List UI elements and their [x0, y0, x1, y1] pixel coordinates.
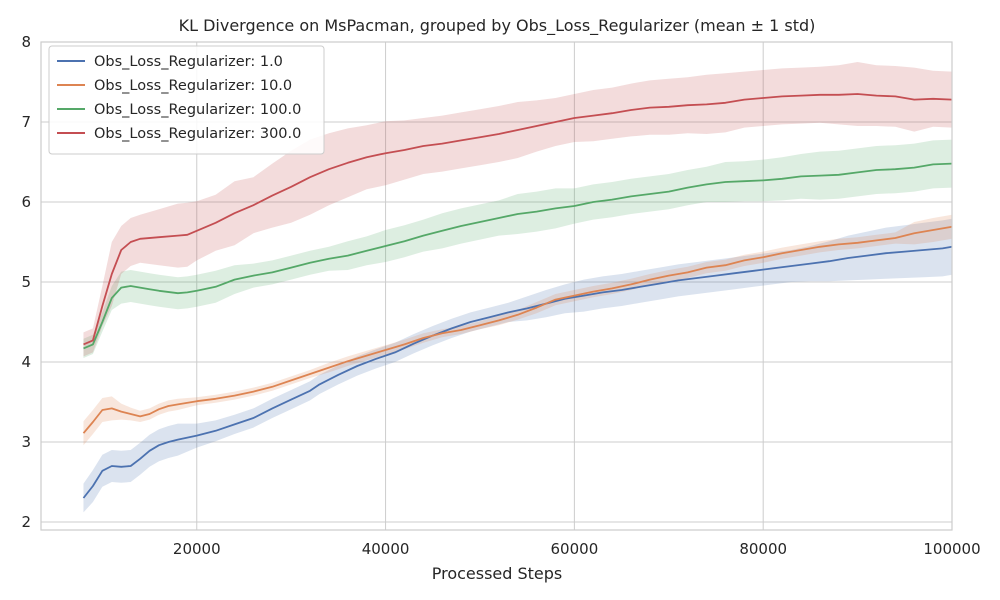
legend-entry-2: Obs_Loss_Regularizer: 100.0: [94, 102, 301, 118]
legend-entry-3: Obs_Loss_Regularizer: 300.0: [94, 126, 301, 142]
x-tick-label: 100000: [923, 540, 980, 558]
series-line-1: [82, 225, 953, 434]
std-band-2: [83, 139, 952, 358]
x-axis-label: Processed Steps: [432, 564, 563, 583]
legend-box: [48, 45, 325, 155]
x-tick-label: 80000: [739, 540, 787, 558]
x-tick-labels: 20000 40000 60000 80000 100000: [173, 540, 981, 558]
plot-frame: [40, 41, 953, 531]
series-line-2: [83, 162, 953, 350]
y-tick-label: 3: [21, 433, 31, 451]
legend-entry-0: Obs_Loss_Regularizer: 1.0: [94, 54, 283, 70]
series-line-3: [83, 93, 953, 346]
y-tick-labels: 2 3 4 5 6 7 8: [21, 33, 31, 531]
chart-title: KL Divergence on MsPacman, grouped by Ob…: [179, 16, 816, 36]
y-tick-label: 4: [21, 353, 31, 371]
legend: Obs_Loss_Regularizer: 1.0 Obs_Loss_Regula…: [48, 45, 325, 155]
x-tick-label: 40000: [362, 540, 410, 558]
std-band-0: [83, 218, 952, 513]
series-lines: [82, 93, 953, 499]
y-tick-label: 5: [21, 273, 31, 291]
y-tick-label: 7: [21, 113, 31, 131]
y-tick-label: 8: [21, 33, 31, 51]
y-tick-label: 2: [21, 513, 31, 531]
y-tick-label: 6: [21, 193, 31, 211]
series-line-0: [82, 245, 953, 499]
legend-entry-1: Obs_Loss_Regularizer: 10.0: [94, 78, 292, 94]
std-band-1: [83, 214, 952, 446]
x-tick-label: 20000: [173, 540, 221, 558]
std-band-3: [83, 62, 952, 357]
x-tick-label: 60000: [551, 540, 599, 558]
std-bands: [83, 62, 952, 513]
